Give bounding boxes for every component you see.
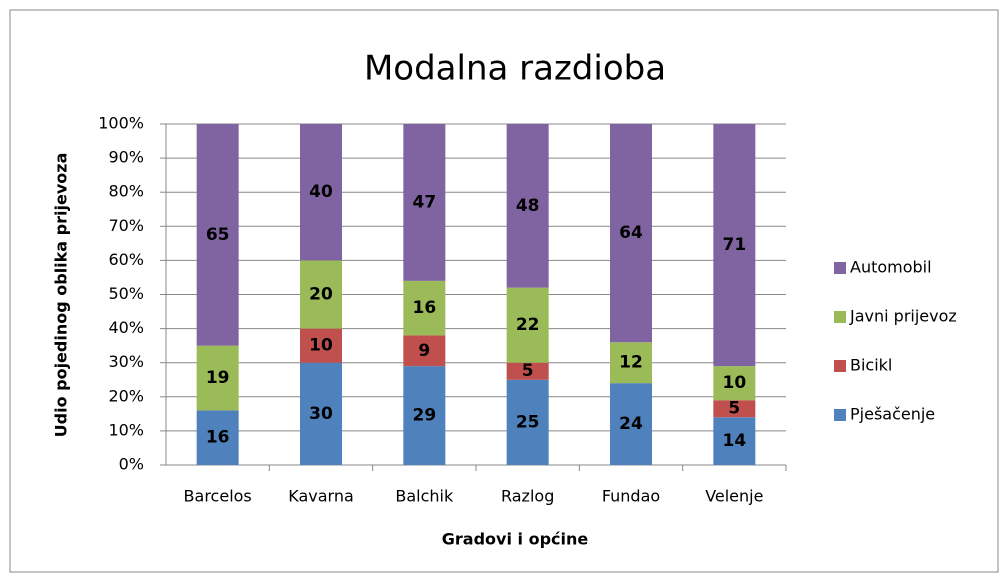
x-tick-label: Fundao — [602, 487, 660, 506]
x-tick-label: Balchik — [395, 487, 454, 506]
legend-swatch — [834, 360, 846, 372]
data-label: 10 — [722, 373, 746, 393]
bar-segment — [610, 342, 652, 384]
data-label: 10 — [309, 336, 333, 356]
legend-swatch — [834, 409, 846, 421]
legend-swatch — [834, 311, 846, 323]
x-tick-label: Velenje — [705, 487, 763, 506]
bar-segment — [506, 124, 549, 288]
data-label: 14 — [722, 431, 746, 451]
data-label: 25 — [516, 412, 540, 432]
bar-segment — [403, 280, 446, 336]
bar-segment — [506, 362, 549, 380]
data-label: 65 — [206, 225, 230, 245]
x-tick-label: Razlog — [501, 487, 554, 506]
bar-segment — [713, 366, 756, 401]
x-axis-label: Gradovi i općine — [442, 530, 589, 549]
data-label: 24 — [619, 414, 643, 434]
bar-segment — [403, 366, 446, 465]
legend-label: Bicikl — [850, 356, 892, 375]
data-label: 9 — [418, 341, 430, 361]
bar-segment — [196, 124, 239, 346]
plot-area — [196, 124, 756, 465]
legend-label: Automobil — [850, 258, 932, 277]
bar-segment — [403, 335, 446, 367]
bar-segment — [300, 362, 342, 465]
chart-title: Modalna razdioba — [364, 49, 666, 89]
legend-label: Pješačenje — [850, 405, 935, 424]
legend-label: Javni prijevoz — [849, 307, 957, 326]
bar-segment — [506, 379, 549, 465]
y-tick-label: 80% — [108, 182, 144, 201]
data-label: 22 — [516, 315, 540, 335]
bar-segment — [300, 260, 342, 329]
bar-segment — [403, 124, 446, 281]
x-tick-label: Kavarna — [288, 487, 354, 506]
bar-segment — [506, 287, 549, 363]
bar-segment — [196, 345, 239, 411]
data-label: 19 — [206, 368, 230, 388]
data-label: 47 — [412, 192, 436, 212]
x-tick-label: Barcelos — [184, 487, 252, 506]
y-tick-label: 90% — [108, 148, 144, 167]
data-label: 29 — [412, 406, 436, 426]
data-label: 16 — [412, 298, 436, 318]
bar-segment — [713, 400, 756, 418]
data-label: 20 — [309, 285, 333, 305]
y-tick-label: 30% — [108, 352, 144, 371]
data-label: 64 — [619, 223, 643, 243]
y-tick-label: 0% — [119, 455, 144, 474]
data-label: 71 — [722, 235, 746, 255]
y-tick-label: 100% — [98, 114, 144, 133]
bar-segment — [300, 124, 342, 261]
y-tick-label: 60% — [108, 250, 144, 269]
y-tick-label: 10% — [108, 420, 144, 439]
data-label: 48 — [516, 196, 540, 216]
chart-border — [9, 9, 999, 573]
bar-segment — [713, 417, 756, 465]
y-tick-label: 40% — [108, 318, 144, 337]
data-label: 16 — [206, 428, 230, 448]
data-label: 5 — [522, 361, 534, 381]
y-tick-label: 50% — [108, 284, 144, 303]
y-axis-label: Udio pojedinog oblika prijevoza — [52, 153, 71, 438]
bar-segment — [713, 124, 756, 367]
legend-swatch — [834, 262, 846, 274]
y-tick-label: 20% — [108, 386, 144, 405]
data-label: 5 — [728, 399, 740, 419]
data-label: 30 — [309, 404, 333, 424]
y-tick-label: 70% — [108, 216, 144, 235]
bar-segment — [300, 328, 342, 363]
bar-segment — [196, 410, 239, 465]
bar-segment — [610, 383, 652, 465]
data-label: 12 — [619, 353, 643, 373]
data-label: 40 — [309, 182, 333, 202]
bar-segment — [610, 124, 652, 343]
